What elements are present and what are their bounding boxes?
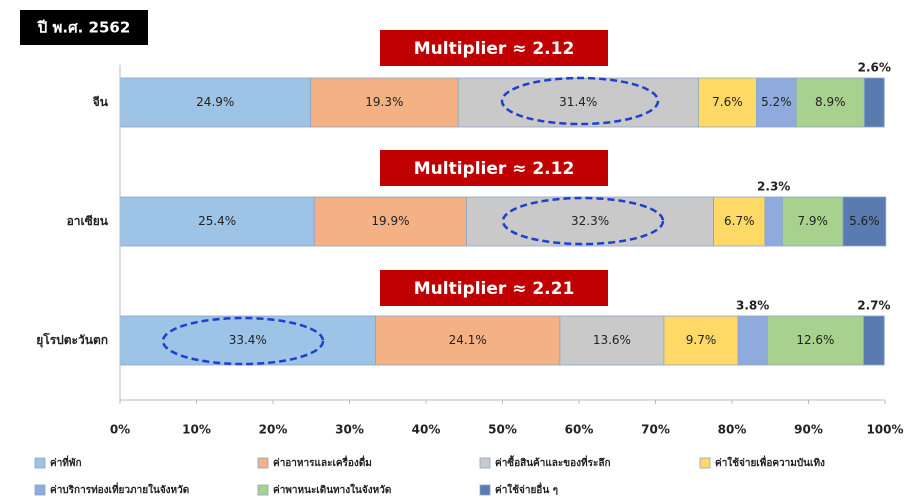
highlight-ellipse [161, 316, 325, 366]
data-label: 2.7% [857, 299, 890, 313]
bar-segment [766, 315, 864, 366]
bar-segment [310, 77, 459, 128]
legend-swatch [34, 457, 46, 469]
data-label: 9.7% [686, 333, 717, 347]
data-label: 25.4% [198, 214, 236, 228]
annotation-box [380, 150, 608, 186]
x-tick-label: 90% [794, 423, 823, 437]
legend-swatch [479, 457, 491, 469]
legend-swatch [257, 484, 269, 496]
data-label: 12.6% [796, 333, 834, 347]
data-label: 19.3% [365, 95, 403, 109]
bar-segment [795, 77, 865, 128]
plot [119, 77, 887, 366]
category-label: จีน [93, 95, 109, 109]
bar-segment [697, 77, 757, 128]
legend-label: ค่าใช้จ่ายเพื่อความบันเทิง [715, 455, 825, 469]
legend-label: ค่าอาหารและเครื่องดื่ม [273, 455, 372, 469]
annotation: Multiplier ≈ 2.12 [414, 39, 575, 59]
bar-segment [863, 315, 885, 366]
legend-label: ค่าบริการท่องเที่ยวภายในจังหวัด [50, 482, 189, 496]
bar-segment [764, 196, 783, 247]
x-tick-label: 60% [565, 423, 594, 437]
x-tick-label: 50% [488, 423, 517, 437]
legend-swatch [699, 457, 711, 469]
bar-segment [119, 196, 315, 247]
x-tick-label: 30% [335, 423, 364, 437]
bar-segment [842, 196, 887, 247]
data-label: 32.3% [571, 214, 609, 228]
legend-swatch [34, 484, 46, 496]
bar-segment [466, 196, 715, 247]
data-label: 31.4% [559, 95, 597, 109]
x-tick-label: 10% [182, 423, 211, 437]
data-label: 19.9% [371, 214, 409, 228]
bar-segment [782, 196, 844, 247]
data-label: 6.7% [724, 214, 755, 228]
category-label: ยุโรปตะวันตก [36, 332, 108, 348]
legend-label: ค่าใช้จ่ายอื่น ๆ [495, 482, 558, 496]
data-label: 8.9% [815, 95, 846, 109]
data-label: 24.9% [196, 95, 234, 109]
bar-segment [863, 77, 885, 128]
bar-segment [713, 196, 766, 247]
x-tick-label: 100% [866, 423, 903, 437]
annotation-box [380, 30, 608, 66]
bar-segment [313, 196, 467, 247]
data-label: 5.6% [849, 214, 880, 228]
data-label: 2.3% [757, 180, 790, 194]
x-tick-label: 20% [259, 423, 288, 437]
legend-swatch [479, 484, 491, 496]
legend-label: ค่าซื้อสินค้าและของที่ระลึก [495, 455, 611, 469]
highlights [161, 76, 665, 366]
bar-segment [375, 315, 561, 366]
legend-swatch [257, 457, 269, 469]
x-tick-label: 80% [718, 423, 747, 437]
title-box [20, 10, 148, 45]
bar-segment [663, 315, 739, 366]
bar-segment [756, 77, 797, 128]
data-label: 7.9% [797, 214, 828, 228]
data-label: 2.6% [858, 61, 891, 75]
data-label: 5.2% [761, 95, 792, 109]
data-label: 24.1% [449, 333, 487, 347]
highlight-ellipse [501, 196, 665, 246]
x-tick-label: 40% [412, 423, 441, 437]
bar-segment [119, 77, 311, 128]
data-label: 33.4% [229, 333, 267, 347]
x-tick-label: 70% [641, 423, 670, 437]
chart-title: ปี พ.ศ. 2562 [37, 19, 130, 37]
annotation: Multiplier ≈ 2.21 [414, 279, 575, 299]
bar-segment [119, 315, 376, 366]
legend-label: ค่าพาหนะเดินทางในจังหวัด [273, 483, 391, 496]
highlight-ellipse [500, 76, 660, 126]
category-label: อาเซียน [67, 214, 109, 228]
data-label: 7.6% [712, 95, 743, 109]
annotation: Multiplier ≈ 2.12 [414, 159, 575, 179]
data-label: 13.6% [593, 333, 631, 347]
legend-label: ค่าที่พัก [50, 455, 82, 469]
x-tick-label: 0% [110, 423, 130, 437]
bar-segment [559, 315, 665, 366]
data-label: 3.8% [736, 299, 769, 313]
annotation-box [380, 270, 608, 306]
bar-segment [737, 315, 768, 366]
